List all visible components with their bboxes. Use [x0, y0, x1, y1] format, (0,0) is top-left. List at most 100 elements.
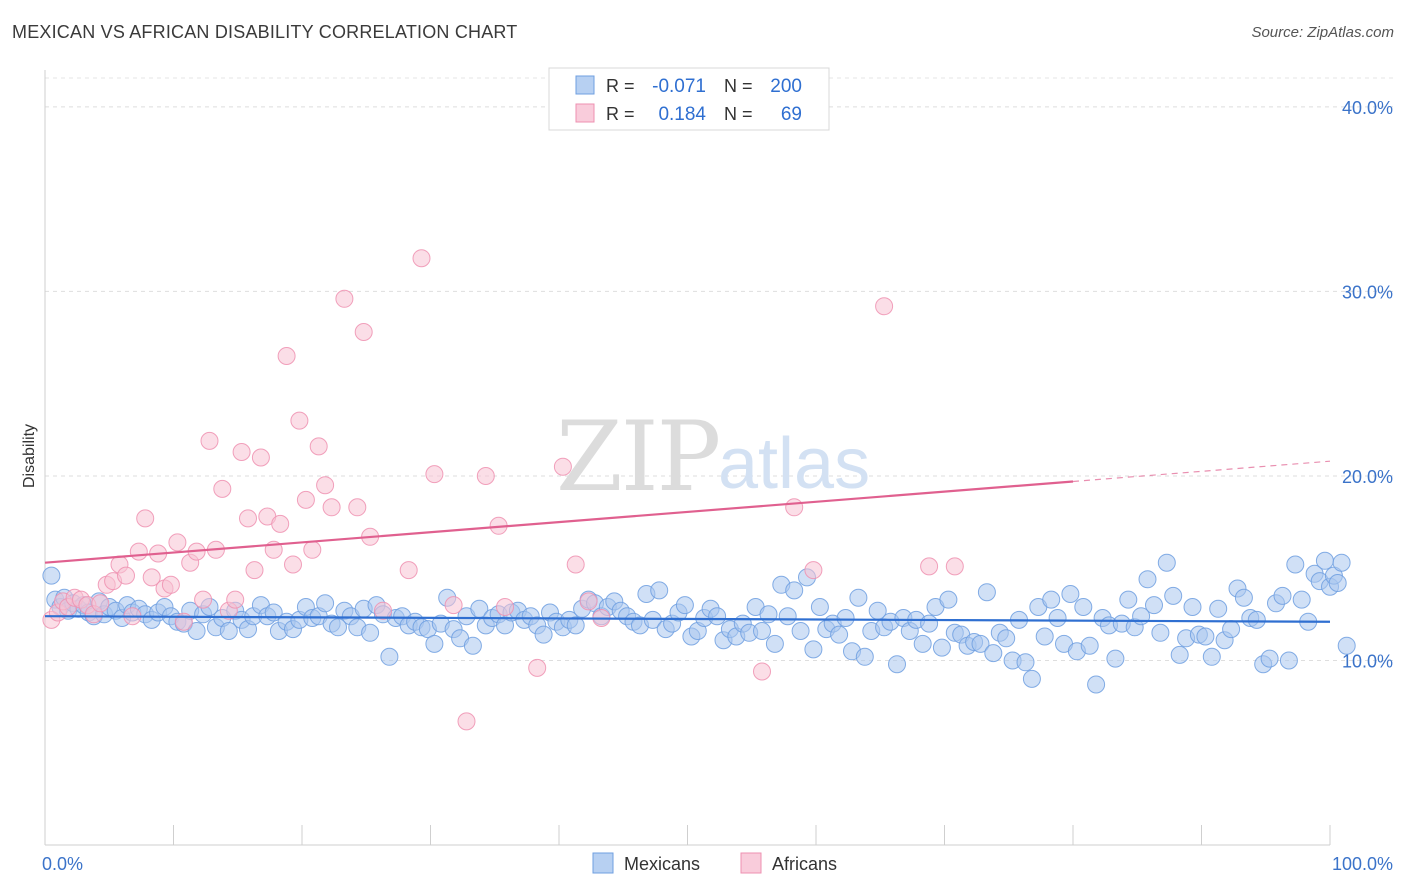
point-africans-16: [142, 568, 161, 587]
point-mexicans-165: [1080, 636, 1099, 655]
point-africans-51: [412, 249, 431, 268]
y-tick-label-30: 30.0%: [1342, 282, 1393, 302]
data-points: [42, 249, 1356, 731]
point-mexicans-129: [849, 588, 868, 607]
chart-source: Source: ZipAtlas.com: [1251, 24, 1394, 41]
point-mexicans-123: [810, 598, 829, 616]
point-mexicans-181: [1183, 598, 1202, 616]
point-mexicans-156: [1022, 669, 1041, 688]
watermark-zip: ZIP: [556, 401, 719, 513]
point-mexicans-169: [1106, 649, 1125, 668]
point-mexicans-162: [1061, 585, 1080, 603]
y-tick-label-10: 10.0%: [1342, 651, 1393, 671]
point-mexicans-31: [219, 622, 238, 640]
tick-labels: 10.0% 20.0% 30.0% 40.0% 0.0% 100.0%: [42, 98, 1393, 874]
point-africans-37: [277, 347, 296, 365]
point-mexicans-176: [1151, 623, 1170, 642]
point-mexicans-139: [913, 634, 932, 653]
trend-line-africans-extension: [1072, 460, 1331, 483]
point-mexicans-177: [1157, 553, 1176, 572]
stats-swatch-mexicans: [575, 75, 595, 95]
point-mexicans-26: [187, 622, 206, 640]
point-africans-47: [354, 323, 373, 341]
point-mexicans-164: [1074, 598, 1093, 616]
point-mexicans-150: [984, 644, 1003, 663]
point-mexicans-187: [1222, 620, 1241, 639]
point-mexicans-174: [1138, 570, 1157, 589]
point-mexicans-56: [380, 647, 399, 666]
point-mexicans-98: [650, 581, 669, 600]
point-mexicans-143: [939, 590, 958, 609]
legend-label-africans: Africans: [772, 854, 837, 874]
point-africans-42: [309, 437, 328, 456]
point-mexicans-189: [1234, 588, 1253, 607]
point-africans-12: [117, 566, 135, 585]
point-mexicans-80: [534, 625, 553, 644]
point-mexicans-127: [836, 609, 855, 627]
stats-r-label-mexicans: R =: [606, 76, 635, 96]
point-mexicans-149: [977, 583, 996, 602]
point-africans-63: [753, 662, 771, 681]
point-africans-15: [136, 509, 155, 528]
point-mexicans-205: [1328, 574, 1347, 592]
point-africans-54: [457, 712, 476, 731]
point-mexicans-53: [361, 623, 380, 642]
stats-legend: R = -0.071 N = 200 R = 0.184 N = 69: [548, 67, 830, 131]
point-africans-64: [785, 498, 804, 517]
point-mexicans-206: [1332, 553, 1351, 572]
point-mexicans-63: [425, 634, 444, 653]
point-africans-39: [290, 411, 309, 430]
point-africans-66: [875, 297, 894, 316]
point-mexicans-155: [1016, 653, 1035, 672]
point-africans-29: [226, 590, 245, 609]
point-mexicans-152: [997, 629, 1016, 648]
point-africans-52: [425, 465, 444, 484]
point-mexicans-107: [708, 607, 727, 626]
point-africans-20: [168, 533, 187, 552]
point-mexicans-160: [1048, 609, 1067, 627]
trend-line-mexicans: [44, 615, 1331, 623]
point-mexicans-116: [765, 634, 784, 653]
point-africans-46: [348, 498, 367, 517]
point-mexicans-158: [1035, 627, 1054, 646]
stats-n-value-africans: 69: [781, 104, 802, 125]
point-africans-57: [496, 598, 514, 616]
point-mexicans-69: [463, 636, 482, 655]
point-africans-36: [271, 514, 290, 533]
point-africans-60: [566, 555, 585, 574]
point-mexicans-118: [778, 607, 797, 626]
x-tick-label-0: 0.0%: [42, 854, 83, 874]
x-tick-label-100: 100.0%: [1332, 854, 1393, 874]
point-mexicans-126: [830, 625, 849, 644]
point-mexicans-85: [566, 616, 585, 635]
axes: [44, 70, 1331, 846]
point-mexicans-179: [1170, 645, 1189, 664]
point-mexicans-198: [1292, 590, 1311, 609]
point-africans-30: [232, 443, 251, 461]
point-mexicans-193: [1260, 649, 1279, 668]
point-mexicans-120: [791, 622, 810, 640]
point-mexicans-159: [1042, 590, 1061, 609]
point-africans-59: [553, 457, 572, 476]
watermark: ZIP atlas: [556, 401, 870, 513]
point-mexicans-196: [1279, 651, 1298, 670]
point-mexicans-185: [1209, 599, 1228, 618]
point-mexicans-102: [675, 596, 694, 615]
point-africans-33: [251, 448, 270, 467]
series-legend: Mexicans Africans: [592, 852, 837, 874]
point-africans-14: [129, 542, 148, 561]
trend-line-africans: [44, 480, 1074, 564]
legend-swatch-mexicans: [592, 852, 614, 874]
point-africans-24: [194, 590, 213, 609]
y-axis-label: Disability: [21, 424, 38, 488]
point-mexicans-183: [1196, 627, 1215, 646]
point-africans-32: [245, 561, 264, 580]
trend-lines: [44, 460, 1331, 623]
point-africans-67: [920, 557, 939, 576]
point-africans-38: [284, 555, 302, 574]
point-mexicans-148: [971, 634, 990, 653]
point-africans-55: [476, 467, 495, 485]
point-mexicans-202: [1315, 551, 1334, 570]
point-mexicans-175: [1145, 596, 1163, 615]
stats-n-label-mexicans: N =: [724, 76, 753, 96]
